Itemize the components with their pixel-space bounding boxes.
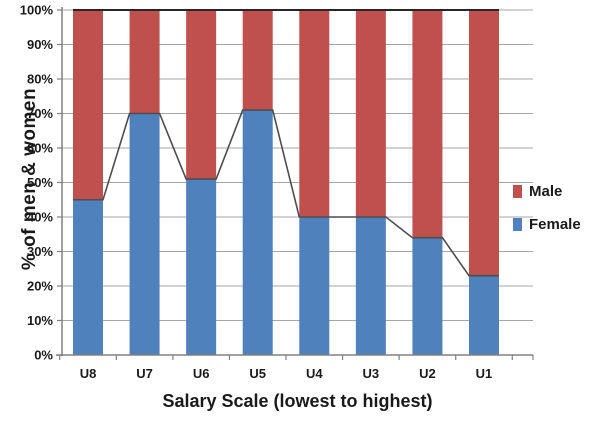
bar-segment-female <box>468 275 499 355</box>
bar-segment-male <box>468 10 499 276</box>
bar-segment-male <box>186 10 217 180</box>
category-label: U7 <box>136 366 153 381</box>
bar-segment-female <box>129 113 160 355</box>
category-label: U5 <box>249 366 266 381</box>
y-tick-label: 90% <box>27 37 53 52</box>
y-tick-label: 20% <box>27 279 53 294</box>
bar-segment-male <box>299 10 330 217</box>
legend-swatch-male <box>513 185 522 198</box>
category-label: U8 <box>80 366 97 381</box>
legend-swatch-female <box>513 218 522 231</box>
y-axis-title: % of men & women <box>19 87 40 271</box>
bar-segment-female <box>299 217 330 355</box>
y-tick-label: 60% <box>27 141 53 156</box>
y-tick-label: 100% <box>20 3 54 18</box>
bar-segment-male <box>412 10 443 238</box>
legend: Male Female <box>513 182 581 234</box>
category-label: U1 <box>476 366 493 381</box>
legend-label: Male <box>529 183 563 200</box>
category-label: U4 <box>306 366 323 381</box>
y-tick-label: 50% <box>27 175 53 190</box>
category-label: U3 <box>363 366 380 381</box>
legend-label: Female <box>529 216 581 233</box>
y-tick-label: 10% <box>27 313 53 328</box>
category-label: U2 <box>419 366 436 381</box>
y-tick-label: 80% <box>27 72 53 87</box>
y-tick-label: 0% <box>34 348 53 363</box>
y-tick-label: 30% <box>27 244 53 259</box>
y-tick-label: 40% <box>27 210 53 225</box>
bar-segment-male <box>355 10 386 217</box>
bar-segment-female <box>242 110 273 355</box>
category-label: U6 <box>193 366 210 381</box>
y-tick-label: 70% <box>27 106 53 121</box>
bar-segment-female <box>355 217 386 355</box>
legend-item-female: Female <box>513 215 581 234</box>
bar-segment-female <box>412 237 443 355</box>
x-axis-title: Salary Scale (lowest to highest) <box>162 391 433 411</box>
bar-segment-female <box>186 179 217 355</box>
bar-segment-male <box>242 10 273 111</box>
female-line <box>73 109 499 277</box>
bar-segment-male <box>73 10 103 200</box>
bar-segment-male <box>129 10 160 114</box>
bar-segment-female <box>73 199 103 355</box>
legend-item-male: Male <box>513 182 581 201</box>
